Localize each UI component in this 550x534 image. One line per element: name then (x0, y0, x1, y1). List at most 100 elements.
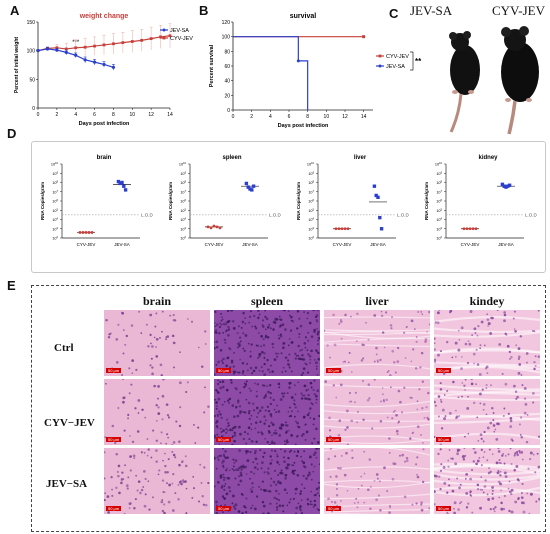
tissue-texture (105, 310, 207, 376)
x-tick-label: 10 (130, 112, 136, 118)
data-point (209, 226, 213, 230)
scale-bar-label: 50 μm (106, 368, 122, 373)
scale-bar-label: 50 μm (216, 437, 232, 442)
event-marker (296, 59, 300, 63)
panel-label-e: E (7, 278, 16, 293)
cyv-jev-mouse (501, 26, 539, 135)
tissue-texture (104, 379, 210, 445)
y-tick-label: 102 (436, 235, 442, 241)
mice-photo: JEV-SA CYV-JEV (405, 0, 550, 135)
y-tick-label: 80 (224, 49, 230, 55)
scale-bar-label: 50 μm (216, 506, 232, 511)
viral-load-panel: brain 1010 109 108 107 106 105 104 103 102 RNA Cop… (31, 141, 546, 273)
data-point (64, 50, 68, 54)
y-tick-label: 150 (27, 20, 36, 26)
tissue-texture (214, 448, 320, 514)
data-point (168, 34, 172, 38)
y-tick-label: 109 (308, 170, 314, 176)
legend-marker (162, 36, 166, 40)
chart-title: survival (290, 13, 317, 20)
legend-marker (162, 28, 166, 32)
x-tick-label: 12 (342, 114, 348, 120)
x-category-label: CYV-JEV (333, 242, 352, 247)
y-tick-label: 108 (308, 180, 314, 186)
data-point (78, 231, 82, 234)
data-point (159, 35, 162, 39)
y-tick-label: 106 (52, 198, 58, 204)
x-tick-label: 4 (269, 114, 272, 120)
chart-title: spleen (222, 155, 241, 161)
data-point (149, 37, 153, 41)
histology-image-brain-row1: 50 μm (104, 310, 210, 376)
y-tick-label: 1010 (179, 161, 187, 167)
data-point (374, 193, 378, 198)
histology-image-liver-row1: 50 μm (324, 310, 430, 376)
data-point (90, 231, 94, 234)
data-point (45, 47, 50, 51)
y-tick-label: 105 (308, 207, 314, 213)
y-tick-label: 107 (436, 189, 442, 195)
data-point (337, 227, 341, 231)
data-point (130, 40, 134, 43)
y-tick-label: 105 (436, 207, 442, 213)
y-tick-label: 100 (222, 35, 231, 41)
data-point (55, 46, 59, 50)
legend-marker (378, 54, 382, 58)
x-tick-label: 14 (361, 114, 367, 120)
x-tick-label: 0 (232, 114, 235, 120)
legend-label: JEV-SA (386, 64, 405, 70)
y-tick-label: 102 (180, 235, 186, 241)
y-tick-label: 102 (52, 235, 58, 241)
y-tick-label: 107 (308, 189, 314, 195)
x-tick-label: 12 (148, 112, 154, 118)
data-point (465, 227, 469, 231)
scale-bar-label: 50 μm (436, 506, 452, 511)
survival-line-jev-sa (233, 36, 309, 110)
scale-bar-label: 50 μm (326, 368, 342, 373)
data-point (74, 53, 78, 57)
histology-image-spleen-row3: 50 μm (214, 448, 320, 514)
y-tick-label: 103 (52, 226, 58, 232)
data-point (215, 225, 219, 229)
y-tick-label: 109 (52, 170, 58, 176)
y-axis-label: RNA Copies/gram (168, 182, 173, 220)
y-tick-label: 108 (180, 180, 186, 186)
lod-label: L.O.D (397, 212, 410, 217)
scale-bar-label: 50 μm (216, 368, 232, 373)
y-tick-label: 103 (180, 226, 186, 232)
data-point (121, 41, 125, 45)
data-point (92, 60, 97, 64)
scale-bar-label: 50 μm (326, 437, 342, 442)
y-tick-label: 40 (224, 79, 230, 85)
data-point (36, 49, 40, 53)
data-point (112, 42, 115, 46)
x-category-label: JEV-SA (242, 242, 258, 247)
y-tick-label: 100 (27, 49, 36, 55)
y-tick-label: 1010 (307, 161, 315, 167)
y-tick-label: 0 (32, 106, 35, 112)
mouse-label-cyv-jev: CYV-JEV (492, 3, 545, 18)
data-point (116, 179, 121, 184)
x-tick-label: 2 (250, 114, 253, 120)
mice-image (449, 26, 539, 135)
data-point (500, 182, 505, 187)
col-label-spleen: spleen (250, 294, 283, 308)
x-tick-label: 0 (37, 112, 40, 118)
data-point (471, 227, 475, 231)
histology-image-kidney-row2: 50 μm (434, 379, 540, 445)
tissue-texture (104, 448, 210, 514)
col-label-kindey: kindey (469, 294, 505, 308)
scale-bar-label: 50 μm (106, 506, 122, 511)
x-tick-label: 6 (93, 112, 96, 118)
y-tick-label: 108 (52, 180, 58, 186)
data-point (93, 44, 96, 48)
y-tick-label: 109 (436, 170, 442, 176)
histology-image-brain-row3: 50 μm (104, 448, 210, 514)
histology-image-liver-row2: 50 μm (324, 379, 430, 445)
data-point (372, 184, 377, 188)
x-tick-label: 2 (55, 112, 58, 118)
data-point (81, 231, 85, 234)
y-tick-label: 60 (224, 64, 230, 70)
tissue-texture (214, 379, 320, 445)
panel-label-c: C (389, 6, 399, 21)
